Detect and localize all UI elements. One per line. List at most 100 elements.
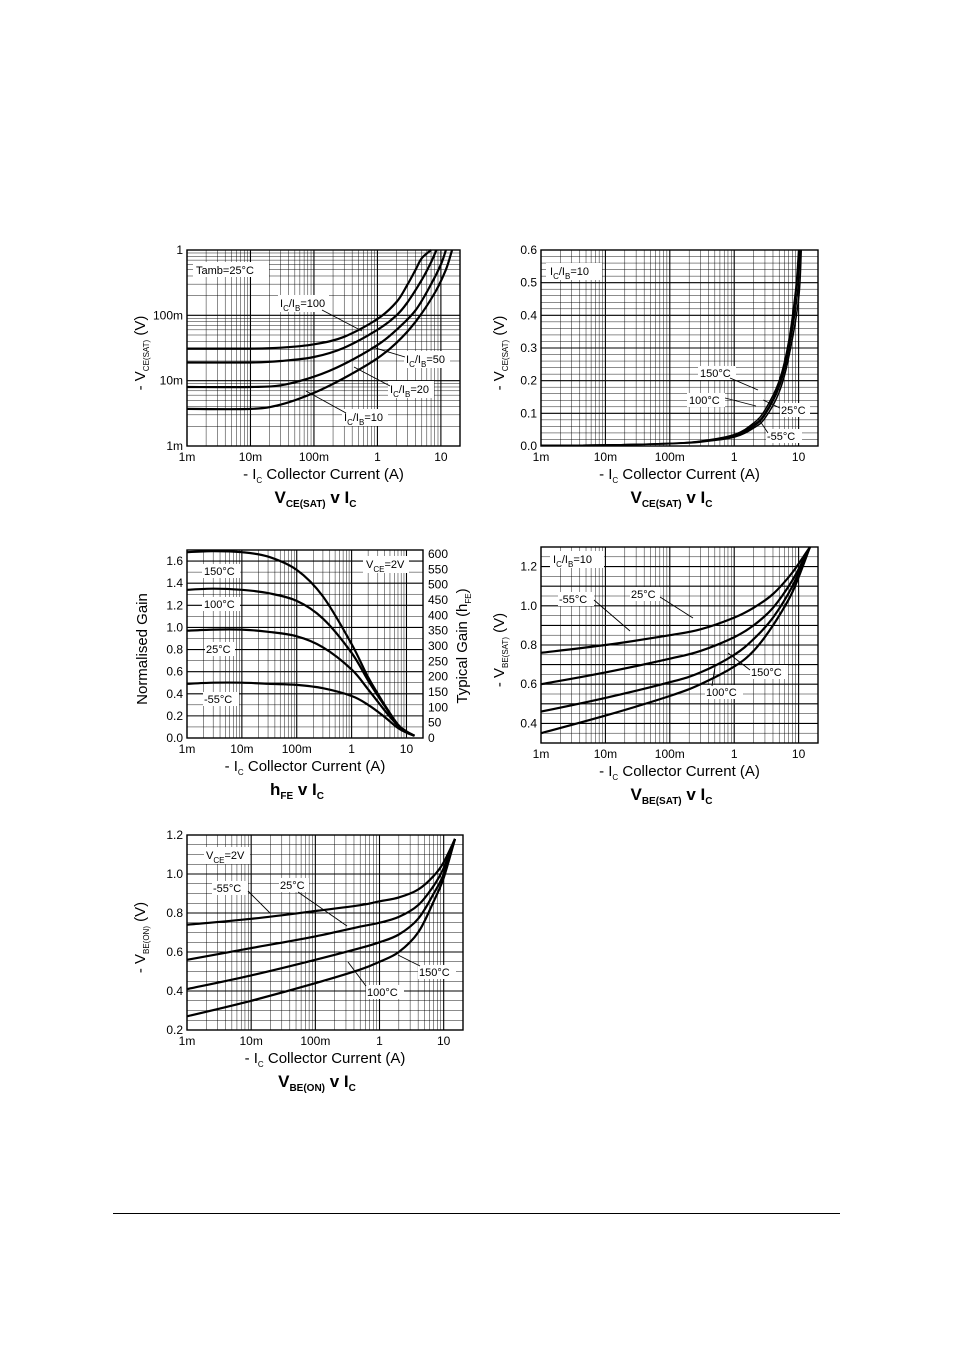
y2-tick-label: 600: [428, 547, 448, 561]
text-part: (V): [132, 902, 149, 926]
text-part: =100: [300, 298, 325, 310]
text-part: =10: [364, 412, 383, 424]
text-part: CE(SAT): [142, 339, 151, 371]
text-part: CE: [213, 856, 224, 865]
text-part: I: [550, 266, 553, 278]
x-axis-label: - IC Collector Current (A): [599, 763, 760, 782]
y2-tick-label: 0: [428, 731, 435, 745]
series-label-minus55: -55°C: [767, 431, 795, 443]
y-tick-label: 0.1: [520, 406, 537, 420]
plot-frame: [540, 546, 819, 744]
label-background: [558, 592, 594, 606]
x-tick-label: 1: [731, 450, 738, 464]
series-label-150: 150°C: [751, 667, 782, 679]
text-part: BE(SAT): [642, 796, 682, 807]
chart-hfe-svg: VCE=2V 150°C 100°C 25°C -55°C 1m 10m 100m 1 10 0.…: [134, 547, 473, 802]
leader-line: [371, 346, 406, 358]
y-tick-label: 0.6: [166, 945, 183, 959]
x-tick-label: 10: [792, 450, 806, 464]
text-part: V: [630, 488, 642, 507]
chart-title: hFE v IC: [270, 780, 324, 802]
label-background: [366, 985, 404, 999]
y2-tick-label: 350: [428, 624, 448, 638]
series-label-20: IC/IB=20: [390, 384, 429, 399]
text-part: Collector Current (A): [244, 758, 386, 775]
x-axis-label: - IC Collector Current (A): [243, 466, 404, 485]
series-label-100: 100°C: [367, 987, 398, 999]
label-background: [404, 351, 450, 368]
text-part: - I: [599, 466, 612, 483]
text-part: /I: [289, 298, 295, 310]
y2-tick-label: 500: [428, 578, 448, 592]
text-part: =50: [426, 354, 445, 366]
y-tick-label: 1.0: [520, 599, 537, 613]
series-line: [186, 249, 432, 350]
text-part: - V: [491, 371, 508, 390]
leader-line: [247, 890, 271, 914]
text-part: C: [258, 1060, 264, 1069]
x-tick-label: 1: [731, 747, 738, 761]
text-part: =2V: [224, 850, 245, 862]
text-part: C: [349, 499, 356, 510]
text-part: C: [409, 360, 415, 369]
text-part: /I: [559, 266, 565, 278]
text-part: C: [256, 476, 262, 485]
y2-tick-label: 550: [428, 562, 448, 576]
y-tick-label: 1.2: [166, 598, 183, 612]
text-part: CE: [373, 565, 384, 574]
text-part: v I: [682, 785, 706, 804]
y2-tick-label: 450: [428, 593, 448, 607]
y-tick-label: 0.6: [520, 243, 537, 257]
x-tick-label: 10: [400, 742, 414, 756]
text-part: V: [206, 850, 214, 862]
y2-tick-label: 250: [428, 654, 448, 668]
label-background: [546, 263, 602, 280]
series-line: [540, 546, 811, 713]
y-tick-label: 0.4: [520, 716, 537, 730]
series-label-minus55: -55°C: [559, 594, 587, 606]
text-part: BE(ON): [142, 926, 151, 954]
y-tick-label: 0.2: [520, 374, 537, 388]
text-part: /I: [353, 412, 359, 424]
series-line: [186, 249, 438, 364]
y-tick-label: 10m: [160, 374, 183, 388]
series-line: [186, 838, 457, 1018]
chart-vcesat-svg: Tamb=25°CIC/IB=100IC/IB=50IC/IB=20IC/IB=…: [132, 243, 461, 510]
chart-title: VCE(SAT) v IC: [274, 488, 356, 510]
x-tick-label: 10m: [230, 742, 253, 756]
text-part: V: [274, 488, 286, 507]
series-label-25: 25°C: [781, 405, 806, 417]
x-axis-label: - IC Collector Current (A): [599, 466, 760, 485]
condition-label: IC/IB=10: [553, 554, 592, 569]
text-part: V: [278, 1072, 290, 1091]
text-part: C: [349, 1083, 356, 1094]
text-part: V: [366, 559, 374, 571]
y-tick-label: 1: [176, 243, 183, 257]
text-part: C: [238, 768, 244, 777]
text-part: BE(ON): [289, 1083, 325, 1094]
text-part: CE(SAT): [501, 339, 510, 371]
series-line: [186, 838, 456, 926]
text-part: Typical Gain (h: [454, 604, 471, 704]
text-part: =10: [570, 266, 589, 278]
label-background: [203, 692, 239, 706]
series-label-50: IC/IB=50: [406, 354, 445, 369]
text-part: C: [553, 272, 559, 281]
y-tick-label: 1.4: [166, 576, 183, 590]
y2-tick-label: 150: [428, 685, 448, 699]
text-part: =20: [410, 384, 429, 396]
condition-label: VCE=2V: [366, 559, 405, 574]
x-tick-label: 1m: [533, 747, 550, 761]
leader-line: [305, 390, 347, 414]
text-part: FE: [280, 791, 293, 802]
x-axis-label: - IC Collector Current (A): [225, 758, 386, 777]
label-background: [750, 665, 788, 679]
label-background: [630, 587, 660, 601]
label-background: [780, 403, 810, 417]
text-part: I: [406, 354, 409, 366]
chart-vcesat-temperature: IC/IB=10 150°C 100°C 25°C -55°C 1m 10m 100m 1 10…: [480, 230, 840, 525]
leader-line: [347, 961, 367, 987]
series-line: [186, 838, 457, 991]
